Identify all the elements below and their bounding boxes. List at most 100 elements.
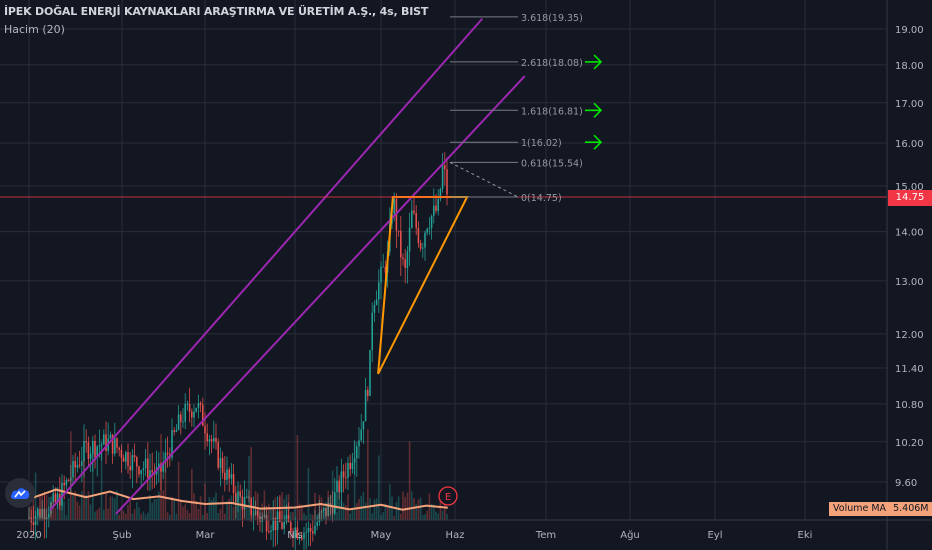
volume-bar [413, 498, 415, 520]
y-tick-label: 14.00 [895, 228, 924, 239]
candle-body [375, 299, 378, 305]
candle-body [325, 507, 327, 516]
volume-bar [65, 515, 68, 520]
candle-body [367, 389, 369, 396]
candle-body [85, 441, 87, 443]
volume-bar [111, 496, 114, 520]
earnings-event-marker[interactable]: E [438, 486, 458, 506]
candle-body [195, 407, 197, 412]
candle-body [204, 425, 206, 434]
candle-body [397, 230, 400, 232]
candle-body [103, 434, 105, 445]
volume-bar [259, 509, 261, 520]
volume-bar [204, 483, 206, 520]
fibonacci-extension[interactable]: 3.618(19.35) 2.618(18.08) 1.618(16.81) 1(16… [449, 13, 603, 204]
candle-body [340, 471, 343, 493]
candle-body [210, 439, 213, 442]
candle-body [426, 228, 428, 233]
candle-body [202, 404, 204, 426]
candle-body [48, 514, 50, 517]
candle-body [215, 437, 217, 443]
candle-body [446, 169, 448, 195]
candle-body [318, 512, 321, 523]
candle-body [351, 462, 354, 469]
candle-body [182, 421, 184, 423]
candle-body [349, 462, 351, 469]
candle-body [301, 537, 303, 540]
volume-bar [252, 510, 255, 520]
volume-bar [215, 492, 217, 520]
candle-body [402, 257, 404, 260]
volume-ma-tag: Volume MA 5.406M [829, 502, 932, 516]
candle-body [186, 404, 189, 405]
volume-bar [107, 508, 109, 520]
candle-body [54, 493, 57, 503]
volume-bar [314, 492, 316, 520]
volume-bar [437, 513, 439, 520]
x-tick-label: Nis [287, 530, 302, 541]
fib-level-label: 3.618(19.35) [521, 13, 583, 24]
candle-body [263, 515, 266, 517]
y-tick-label: 13.00 [895, 277, 924, 288]
candle-body [43, 509, 46, 520]
volume-bar [67, 498, 70, 520]
candle-body [239, 491, 241, 497]
candle-body [197, 403, 200, 408]
volume-bar [358, 498, 360, 520]
tradingview-cloud-icon[interactable] [5, 478, 35, 508]
channel-line-lower [115, 75, 526, 515]
volume-bar [305, 515, 307, 520]
candle-body [314, 525, 316, 534]
candle-body [320, 511, 323, 513]
volume-bar [188, 513, 191, 520]
volume-bar [345, 505, 347, 520]
candle-body [257, 510, 259, 517]
volume-bar [441, 510, 444, 520]
volume-bar [118, 514, 120, 520]
candle-body [338, 480, 340, 493]
volume-bar [85, 494, 87, 520]
volume-bar [369, 498, 371, 520]
volume-bar [338, 491, 340, 520]
volume-bar [296, 435, 299, 520]
volume-bar [389, 484, 391, 520]
volume-ma-label: Volume MA [833, 503, 887, 514]
volume-bar [382, 512, 384, 520]
candle-body [96, 446, 98, 458]
volume-bar [301, 505, 303, 520]
volume-bar [140, 513, 142, 520]
candle-body [413, 210, 415, 213]
drawings-layer[interactable] [0, 17, 887, 515]
volume-bar [384, 503, 387, 520]
volume-bar [417, 499, 420, 520]
fib-level-label: 0(14.75) [521, 193, 562, 204]
volume-bar [375, 498, 378, 520]
fib-level-label: 1.618(16.81) [521, 106, 583, 117]
candle-body [309, 527, 312, 532]
volume-bar [206, 512, 208, 520]
volume-bar [100, 438, 103, 520]
volume-bar [446, 513, 448, 520]
volume-bar [164, 462, 167, 520]
candle-body [362, 421, 365, 430]
candle-body [358, 440, 360, 447]
volume-bar [94, 511, 96, 520]
y-tick-label: 16.00 [895, 139, 924, 150]
volume-bar [235, 495, 237, 520]
candle-body [422, 247, 424, 249]
fib-level-label: 0.618(15.54) [521, 158, 583, 169]
symbol-title[interactable]: İPEK DOĞAL ENERJİ KAYNAKLARI ARAŞTIRMA V… [4, 5, 429, 18]
candle-body [261, 516, 263, 522]
candle-body [364, 389, 367, 422]
candle-body [118, 447, 120, 450]
candle-body [281, 522, 283, 529]
candle-body [435, 205, 437, 211]
volume-bar [87, 491, 90, 520]
volume-indicator-label[interactable]: Hacim (20) [4, 23, 65, 36]
candle-body [290, 522, 292, 533]
volume-bar [103, 509, 105, 520]
volume-bar [272, 509, 274, 520]
volume-bar [127, 505, 129, 520]
volume-bar [70, 431, 72, 520]
